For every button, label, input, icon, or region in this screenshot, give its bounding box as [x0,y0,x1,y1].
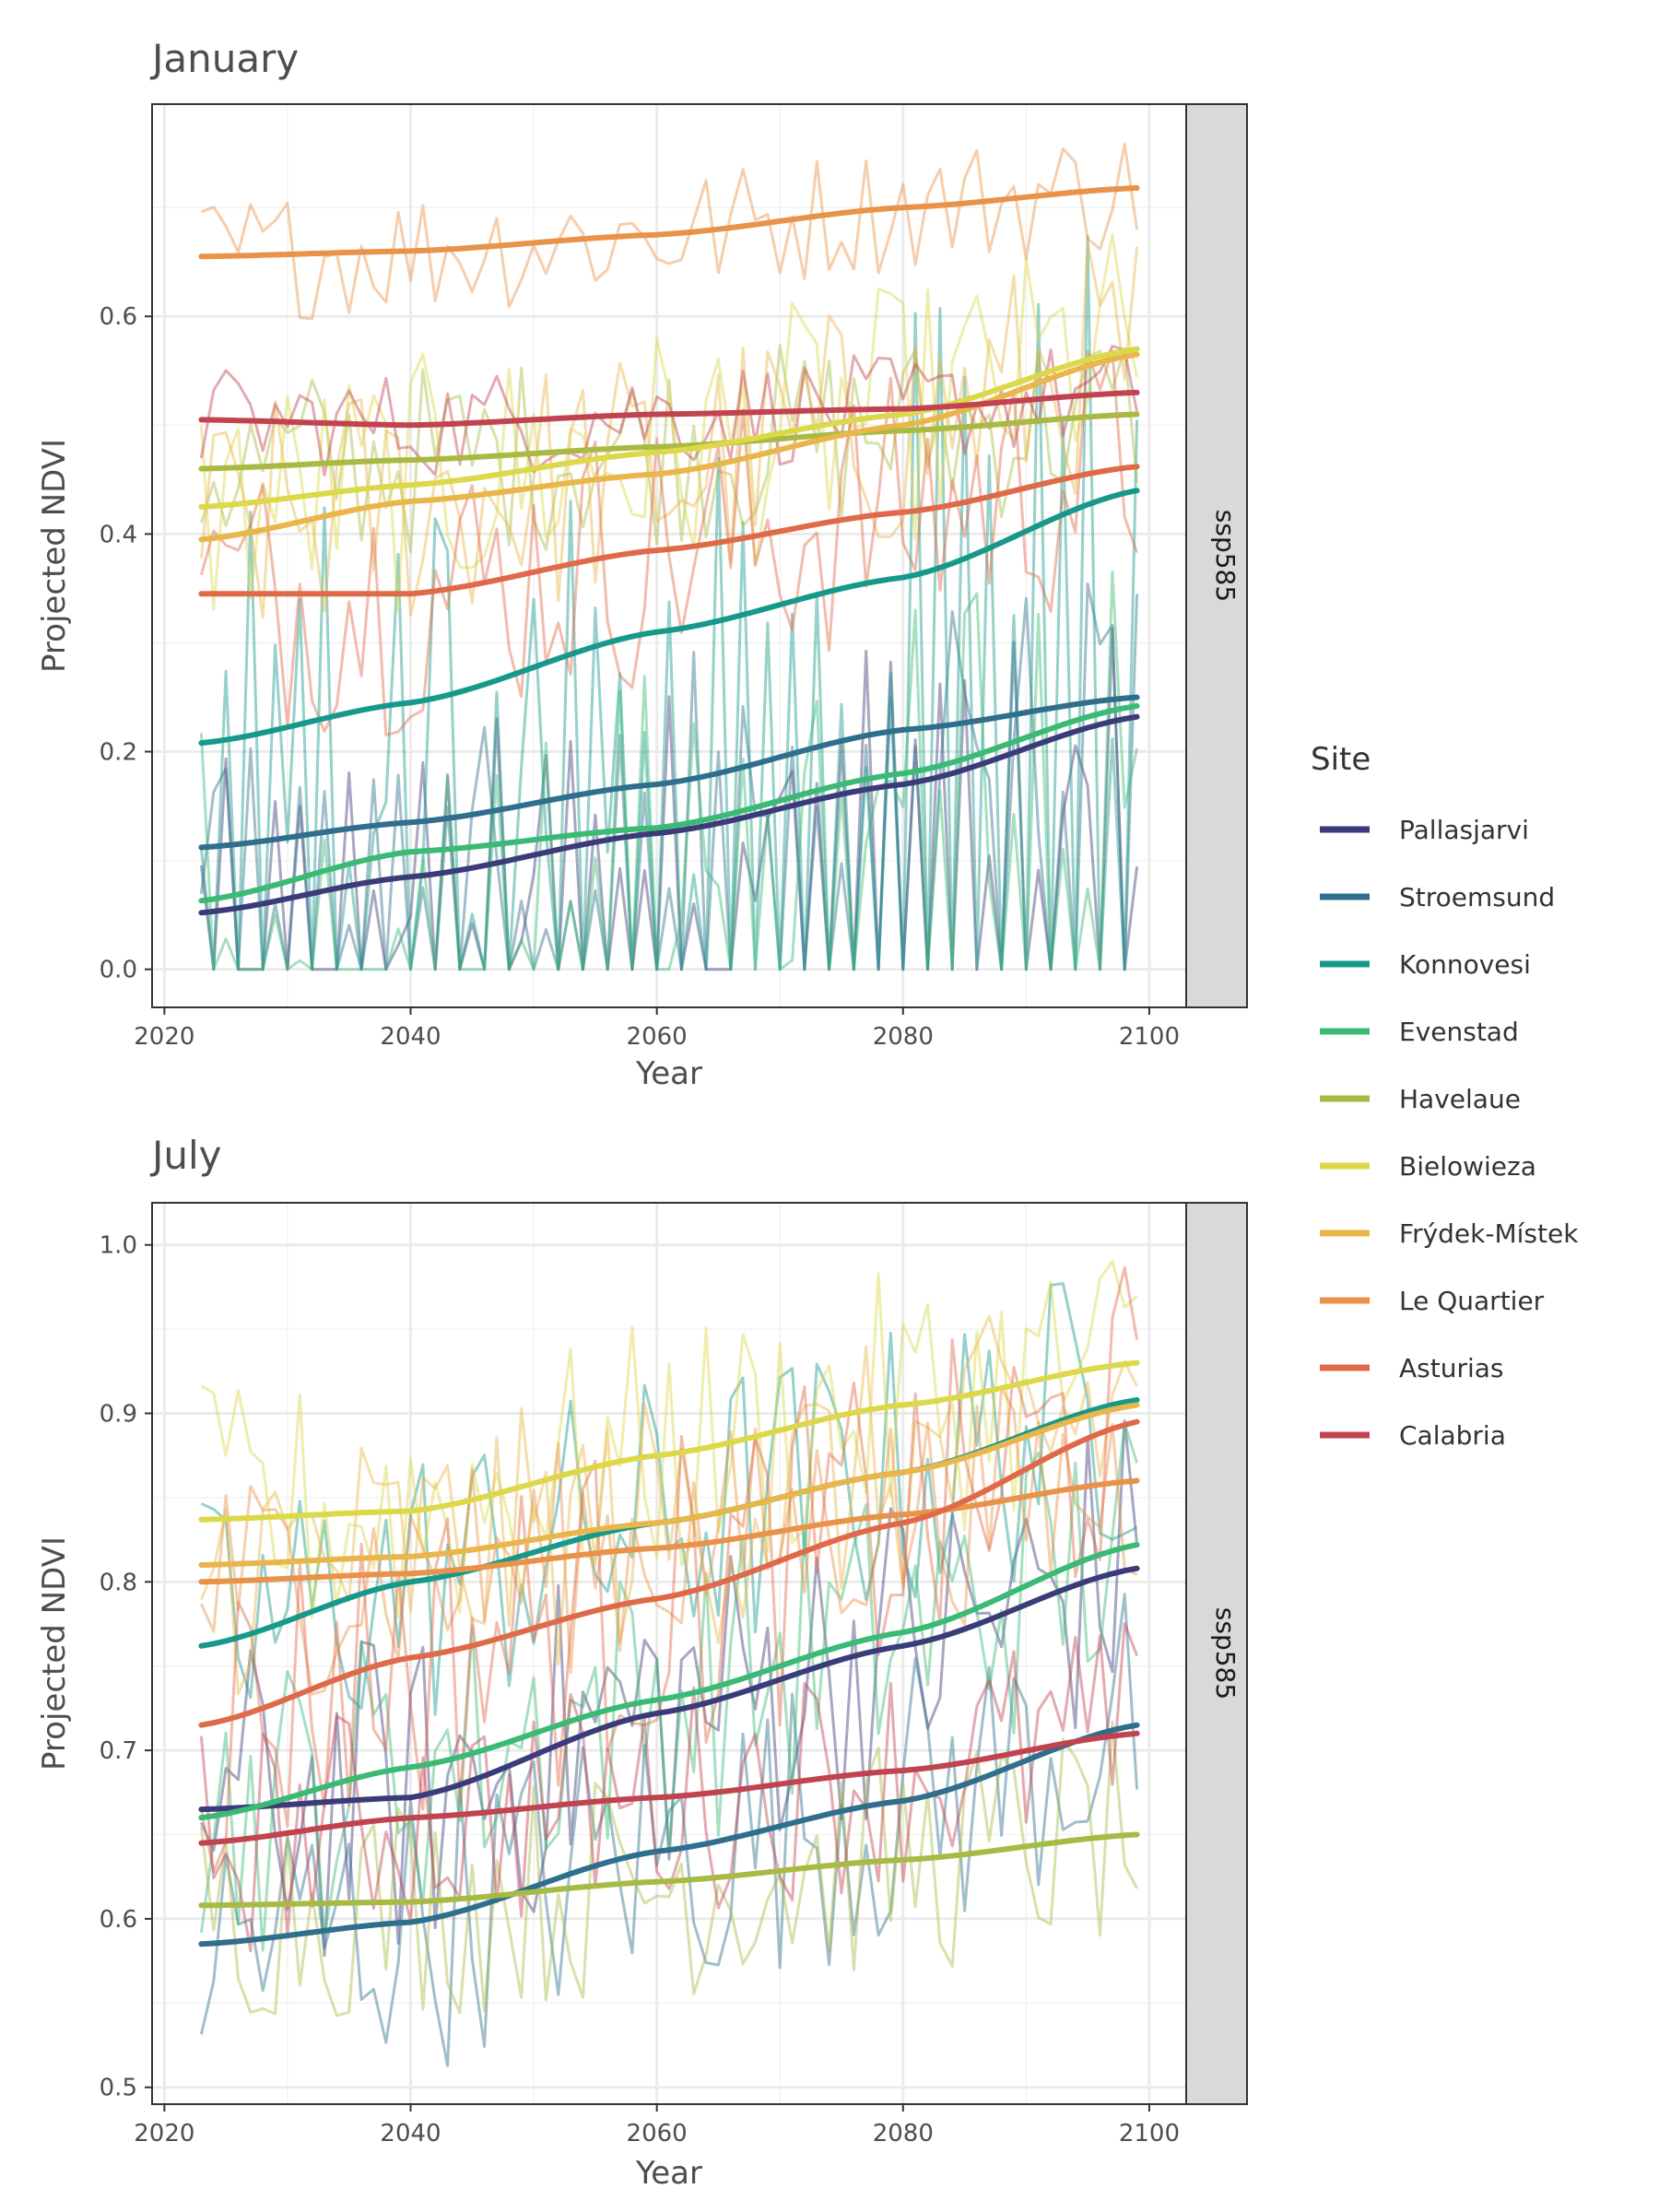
legend-item: Konnovesi [1320,949,1531,980]
raw-series-line [199,627,1139,971]
trend-line-evenstad [198,1542,1140,1821]
trend-line-le-quartier [198,1477,1140,1585]
y-axis: 0.5 0.6 0.7 0.8 0.9 1.0 [100,1232,152,2102]
x-tick-label: 2040 [380,1023,441,1051]
panel-title: January [149,36,299,81]
panel-january: January ssp585 2020 2040 2060 2080 2100 0.00… [36,36,1248,1092]
x-tick-label: 2060 [627,2120,688,2147]
legend-item: Evenstad [1320,1017,1519,1047]
trend-line-asturias [198,464,1140,597]
trend-line-havelaue [198,1831,1140,1909]
y-tick-label: 0.0 [100,957,137,984]
facet-strip [1185,1202,1248,2105]
trend-line-pallasjarvi [198,1565,1140,1813]
x-tick-label: 2080 [873,1023,934,1051]
smooth-lines [198,184,1140,916]
panel-title: July [149,1133,222,1178]
y-tick-label: 0.8 [100,1569,137,1596]
x-tick-label: 2040 [380,2120,441,2147]
trend-line-calabria [198,389,1140,429]
legend-item: Asturias [1320,1353,1504,1383]
raw-series-line [199,1265,1139,1874]
legend-item: Pallasjarvi [1320,815,1529,845]
legend-label: Asturias [1399,1353,1504,1383]
trend-line-fr-dek-m-stek [198,1402,1140,1568]
x-axis-title: Year [635,2155,702,2192]
x-tick-label: 2020 [134,2120,194,2147]
raw-series-line [199,344,1139,477]
legend: Site Pallasjarvi Stroemsund Konnovesi Evens… [1311,741,1579,1451]
y-tick-label: 0.5 [100,2075,137,2102]
trend-line-bielowieza [198,1359,1140,1523]
legend-label: Stroemsund [1399,882,1555,912]
legend-label: Konnovesi [1399,949,1531,980]
x-tick-label: 2100 [1119,1023,1180,1051]
raw-series-line [199,241,1139,619]
raw-series-line [199,571,1139,971]
x-tick-label: 2080 [873,2120,934,2147]
y-axis-title: Projected NDVI [36,1536,73,1771]
facet-label: ssp585 [1210,1607,1241,1700]
y-tick-label: 0.7 [100,1737,137,1765]
trend-line-pallasjarvi [198,713,1140,916]
plot-background [152,1203,1186,2104]
panel-july: July ssp585 2020 2040 2060 2080 2100 0.50.60… [36,1133,1248,2192]
raw-series-line [200,1314,1138,1696]
facet-strip [1185,103,1248,1008]
y-tick-label: 0.2 [100,739,137,767]
raw-series-line [199,582,1139,971]
x-axis: 2020 2040 2060 2080 2100 [134,2104,1180,2147]
raw-series-line [200,1418,1139,1958]
y-tick-label: 0.9 [100,1401,137,1429]
smooth-lines [198,1359,1140,1947]
grid [152,104,1186,1007]
trend-line-stroemsund [198,694,1140,851]
raw-series-line [199,1622,1138,1953]
legend-item: Frýdek-Místek [1320,1218,1579,1249]
y-tick-label: 0.6 [100,303,137,331]
legend-label: Evenstad [1399,1017,1519,1047]
x-tick-label: 2020 [134,1023,194,1051]
legend-label: Frýdek-Místek [1399,1218,1579,1249]
legend-label: Le Quartier [1399,1286,1545,1316]
y-tick-label: 1.0 [100,1232,137,1260]
x-axis: 2020 2040 2060 2080 2100 [134,1007,1180,1051]
trend-line-stroemsund [198,1722,1140,1947]
raw-series-line [200,1260,1138,1619]
y-axis: 0.0 0.2 0.4 0.6 [100,303,152,984]
legend-label: Bielowieza [1399,1151,1536,1182]
trend-line-havelaue [198,411,1140,472]
trend-line-calabria [198,1730,1140,1846]
grid [152,1203,1186,2104]
trend-line-konnovesi [198,488,1140,747]
facet-label: ssp585 [1210,510,1241,602]
legend-label: Havelaue [1399,1084,1521,1114]
trend-line-evenstad [198,702,1140,904]
legend-item: Calabria [1320,1420,1506,1451]
legend-label: Pallasjarvi [1399,815,1529,845]
y-tick-label: 0.6 [100,1906,137,1934]
legend-item: Stroemsund [1320,882,1555,912]
raw-series-line [199,1593,1139,2067]
trend-line-le-quartier [198,184,1140,260]
legend-item: Havelaue [1320,1084,1521,1114]
legend-item: Le Quartier [1320,1286,1545,1316]
legend-label: Calabria [1399,1420,1506,1451]
raw-series-line [199,235,1139,971]
x-axis-title: Year [635,1055,702,1092]
trend-line-asturias [198,1418,1140,1728]
y-axis-title: Projected NDVI [36,439,73,673]
trend-line-bielowieza [198,346,1140,510]
legend-items: Pallasjarvi Stroemsund Konnovesi Evenstad Ha… [1320,815,1579,1451]
x-tick-label: 2060 [627,1023,688,1051]
legend-title: Site [1311,741,1371,778]
x-tick-label: 2100 [1119,2120,1180,2147]
legend-item: Bielowieza [1320,1151,1536,1182]
raw-series-line [200,142,1139,321]
y-tick-label: 0.4 [100,521,137,548]
